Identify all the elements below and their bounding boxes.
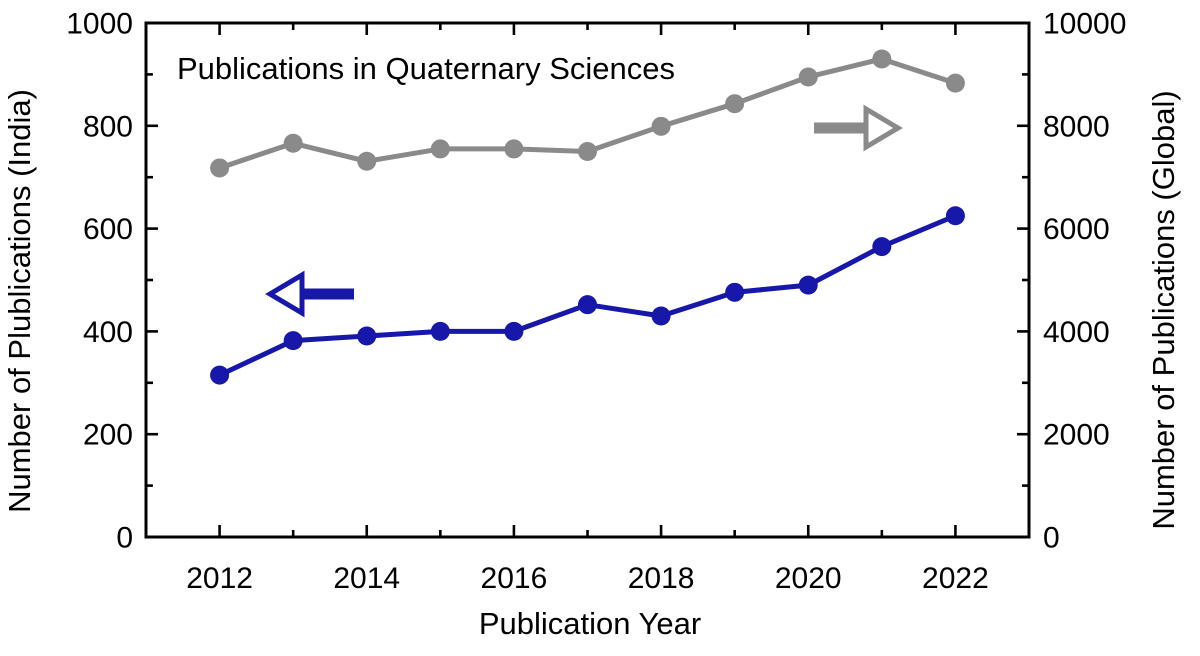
data-point-global xyxy=(357,151,377,171)
data-point-global xyxy=(578,142,597,161)
y-left-tick-label: 1000 xyxy=(66,8,133,41)
data-point-india xyxy=(210,365,230,385)
x-tick-label: 2018 xyxy=(628,562,695,595)
data-point-india xyxy=(725,282,745,302)
data-point-india xyxy=(283,331,303,351)
y-right-tick-label: 4000 xyxy=(1043,316,1110,349)
y-left-tick-label: 0 xyxy=(116,522,133,555)
y-left-tick-label: 600 xyxy=(83,213,133,246)
data-point-india xyxy=(504,321,524,341)
x-axis-label: Publication Year xyxy=(479,606,701,641)
data-point-india xyxy=(872,237,892,257)
data-point-global xyxy=(651,116,671,136)
plot-frame xyxy=(144,21,1031,539)
y-right-tick-label: 8000 xyxy=(1043,110,1110,143)
data-point-global xyxy=(504,139,524,159)
y-axis-label-left: Number of Plublications (India) xyxy=(2,89,37,513)
data-point-india xyxy=(357,326,377,346)
x-tick-label: 2014 xyxy=(333,562,400,595)
global-series-arrow-shaft xyxy=(814,122,868,134)
india-series-arrow-head xyxy=(265,270,305,318)
data-point-global xyxy=(210,158,230,178)
y-right-tick-label: 2000 xyxy=(1043,419,1110,452)
data-point-global xyxy=(430,139,450,159)
data-point-india xyxy=(798,275,818,295)
plot-geometry: 2012 2014 2016 2018 2020 2022 0 200 400 600 800 100… xyxy=(66,8,1126,596)
data-point-global xyxy=(798,67,818,87)
data-point-global xyxy=(872,49,892,69)
y-right-tick-label: 10000 xyxy=(1043,8,1126,41)
x-tick-label: 2016 xyxy=(481,562,548,595)
y-left-tick-label: 400 xyxy=(83,316,133,349)
x-tick-label: 2020 xyxy=(775,562,842,595)
y-right-tick-label: 6000 xyxy=(1043,213,1110,246)
india-series-arrow-shaft xyxy=(300,288,354,300)
data-point-global xyxy=(945,73,965,93)
data-point-global xyxy=(283,133,303,153)
y-axis-label-right: Number of Publications (Global) xyxy=(1146,90,1181,529)
chart-title: Publications in Quaternary Sciences xyxy=(177,51,675,86)
data-point-india xyxy=(430,321,450,341)
x-tick-label: 2022 xyxy=(922,562,989,595)
data-point-india xyxy=(578,295,597,315)
data-point-india xyxy=(945,206,965,226)
y-right-tick-label: 0 xyxy=(1043,522,1060,555)
data-point-global xyxy=(725,94,745,114)
global-series-arrow-head xyxy=(863,104,903,152)
y-left-tick-label: 800 xyxy=(83,110,133,143)
data-point-india xyxy=(651,306,671,326)
x-tick-label: 2012 xyxy=(186,562,253,595)
y-left-tick-label: 200 xyxy=(83,419,133,452)
